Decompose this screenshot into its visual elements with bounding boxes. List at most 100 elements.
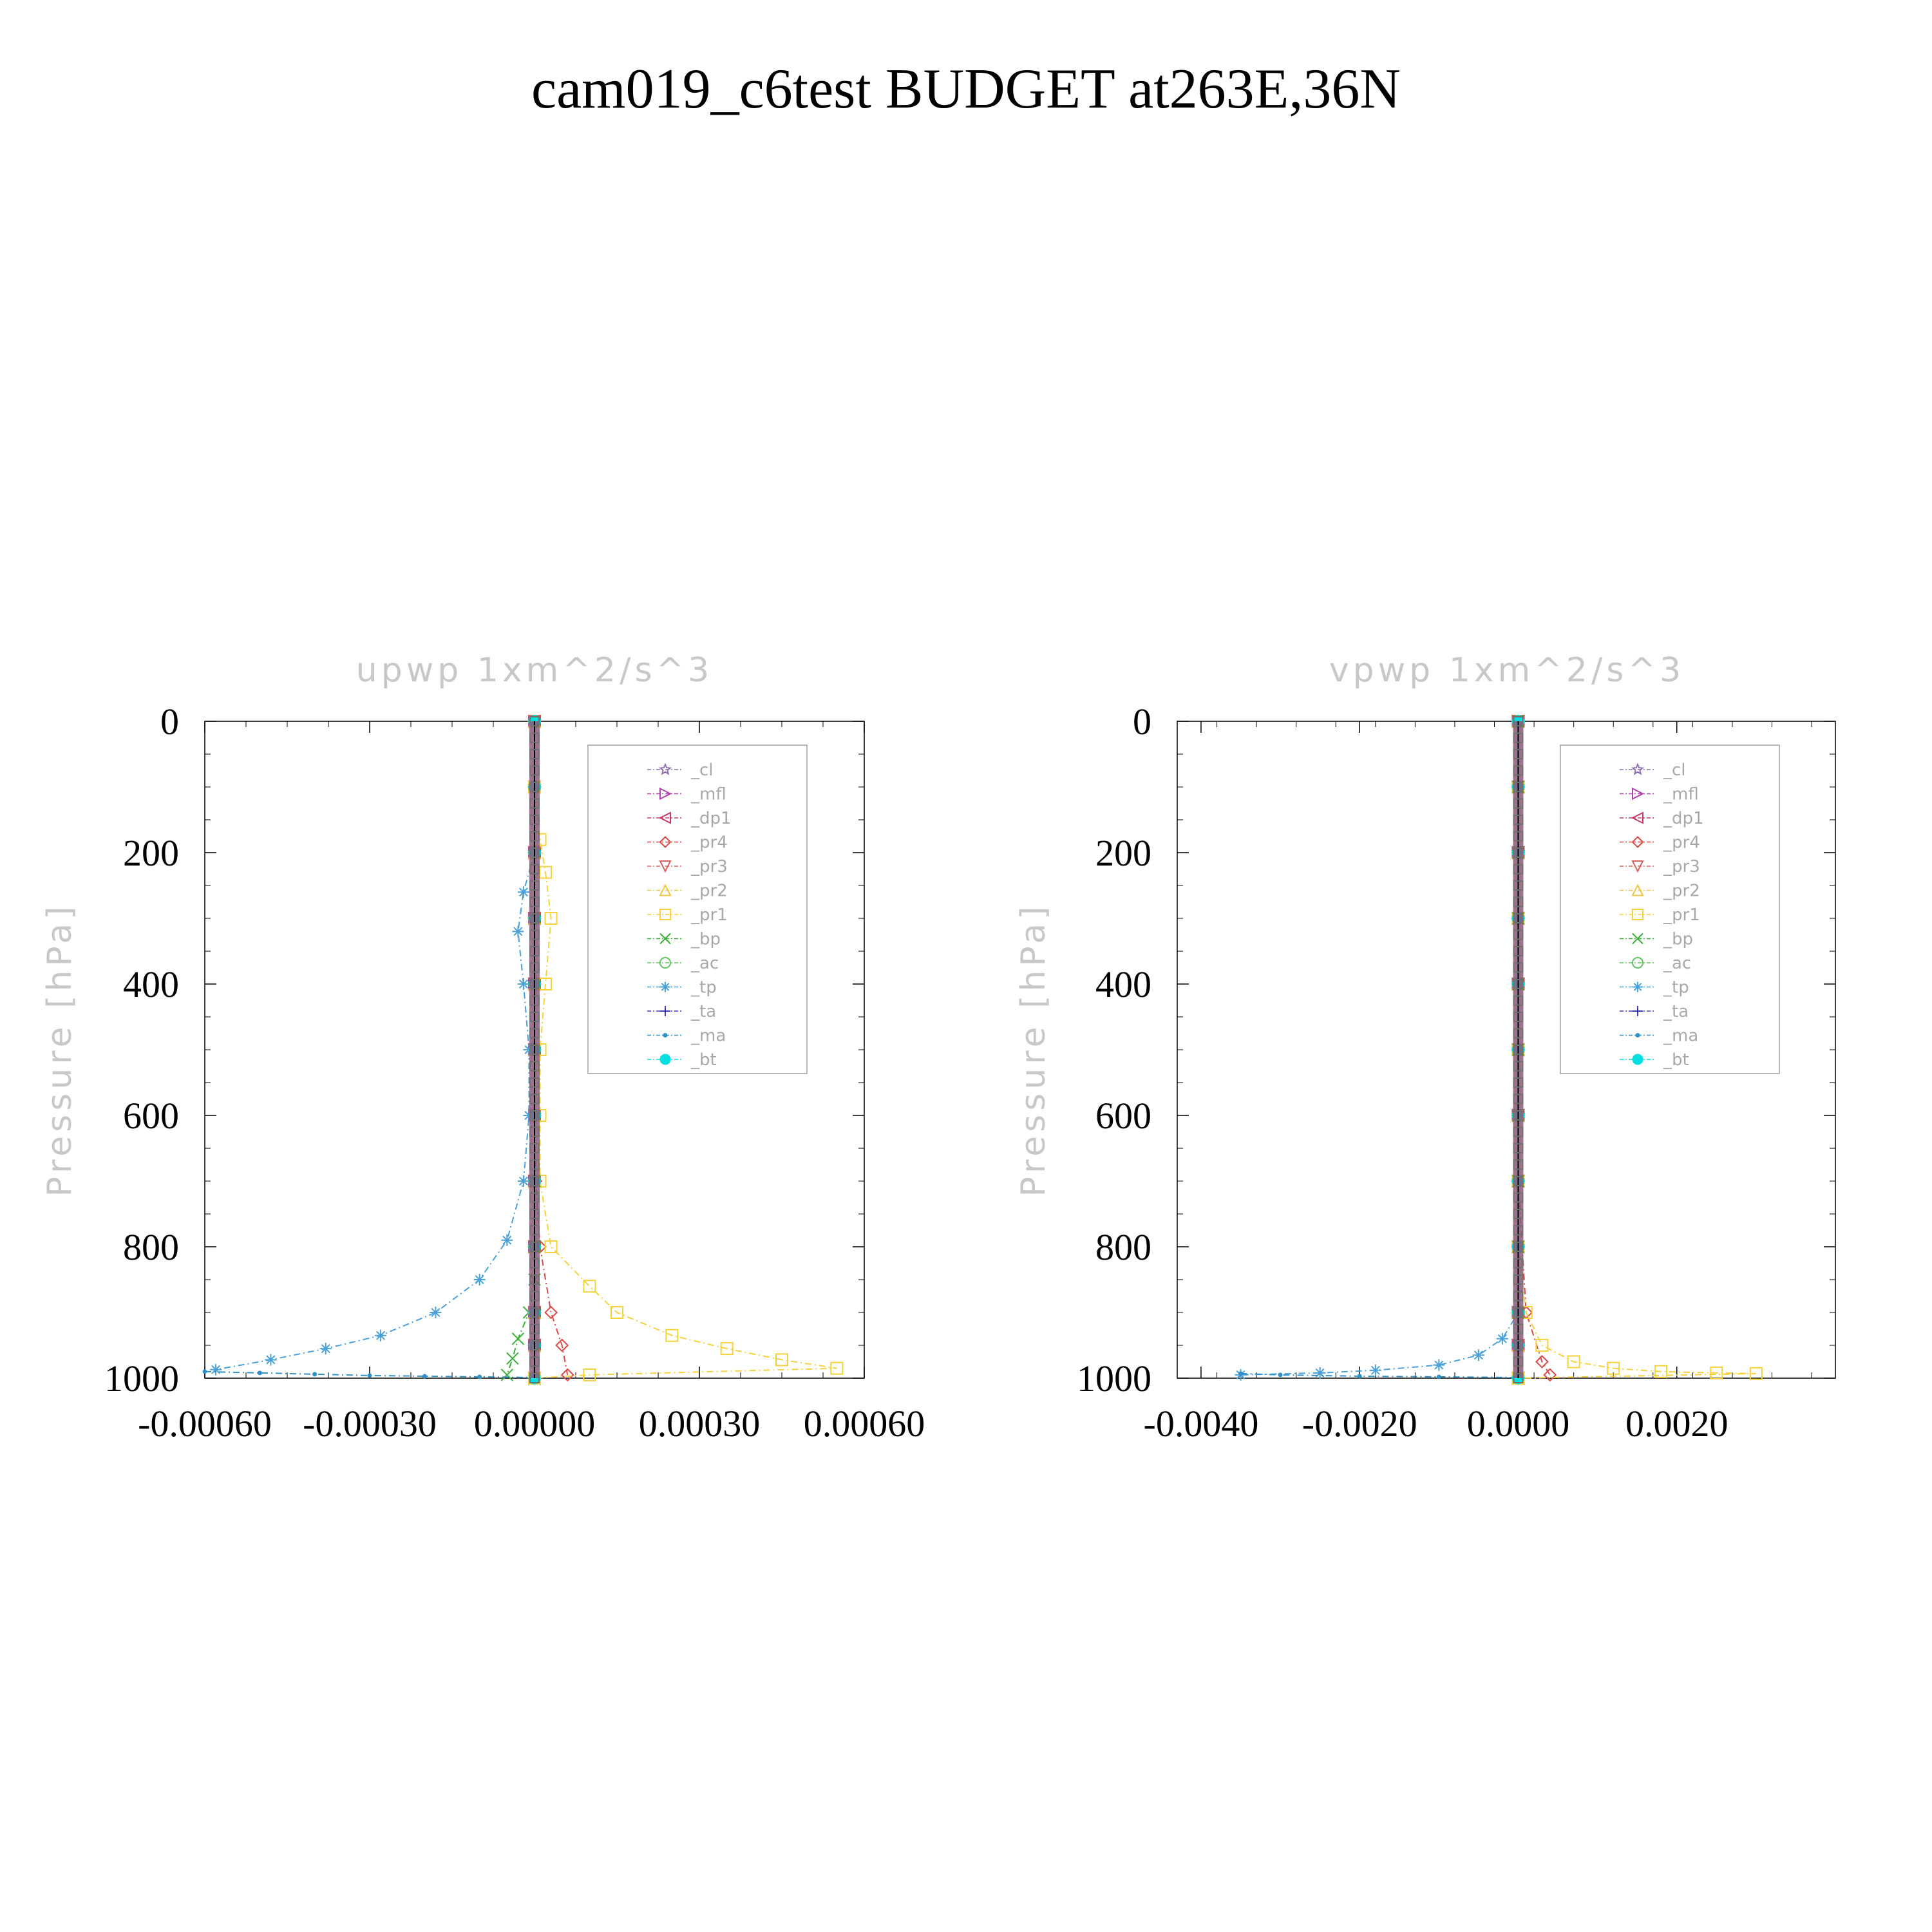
legend: _cl _mfl _dp1 _pr4 _pr3 _pr2 _pr1 _bp _ac _tp _ta _…: [1560, 744, 1780, 1074]
panel-title: upwp 1xm^2/s^3: [356, 651, 713, 690]
zero-marker: [529, 831, 540, 842]
legend-label: _mfl: [690, 785, 726, 804]
zero-marker: [529, 913, 540, 923]
zero-marker: [1513, 1225, 1524, 1236]
zero-marker: [529, 1307, 540, 1318]
zero-marker: [529, 1192, 540, 1203]
zero-marker: [1513, 1356, 1524, 1367]
zero-marker: [529, 1323, 540, 1334]
zero-marker: [1513, 979, 1524, 989]
zero-marker: [529, 1012, 540, 1022]
data-point: [1238, 1371, 1244, 1376]
zero-marker: [1513, 1126, 1524, 1137]
zero-marker: [529, 1225, 540, 1236]
legend-marker: [658, 762, 672, 775]
zero-marker: [1513, 1110, 1524, 1121]
zero-marker: [529, 962, 540, 973]
zero-marker: [1513, 1209, 1524, 1219]
zero-marker: [529, 1291, 540, 1302]
zero-marker: [529, 1373, 540, 1383]
zero-marker: [1513, 831, 1524, 842]
zero-marker: [529, 1028, 540, 1039]
zero-marker: [529, 1143, 540, 1153]
zero-marker: [529, 929, 540, 940]
data-point: [1607, 1361, 1620, 1375]
data-point: [1496, 1332, 1508, 1345]
x-tick-label: -0.0020: [1302, 1403, 1417, 1444]
data-point: [1472, 1349, 1484, 1361]
y-tick-label: 800: [1095, 1226, 1151, 1268]
y-tick-label: 0: [1133, 701, 1151, 743]
zero-marker: [1513, 864, 1524, 875]
legend-label: _cl: [1663, 761, 1686, 780]
series-line: [534, 721, 569, 1376]
data-point: [555, 1338, 569, 1352]
figure-title: cam019_c6test BUDGET at263E,36N: [531, 58, 1401, 120]
data-point: [319, 1343, 332, 1355]
legend-label: _pr2: [1663, 882, 1700, 901]
legend-marker: [1632, 787, 1645, 800]
data-point: [539, 866, 553, 879]
legend-marker: [659, 884, 672, 896]
data-point: [583, 1368, 596, 1381]
legend-marker: [1632, 933, 1643, 945]
y-tick-label: 1000: [1077, 1358, 1151, 1399]
legend-label: _dp1: [690, 809, 732, 828]
legend-label: _ma: [1663, 1027, 1698, 1046]
x-tick-label: 0.00000: [474, 1403, 596, 1444]
data-point: [375, 1329, 387, 1341]
zero-marker: [529, 1274, 540, 1285]
zero-marker: [529, 798, 540, 809]
zero-marker: [1513, 880, 1524, 891]
zero-marker: [529, 848, 540, 858]
zero-marker: [1513, 1028, 1524, 1039]
data-point: [830, 1361, 844, 1375]
legend-label: _tp: [690, 978, 717, 998]
y-tick-label: 600: [1095, 1095, 1151, 1137]
legend: _cl _mfl _dp1 _pr4 _pr3 _pr2 _pr1 _bp _ac _tp _ta _…: [587, 744, 808, 1074]
zero-marker: [1513, 1094, 1524, 1104]
legend-box: [587, 744, 808, 1074]
y-tick-label: 400: [1095, 963, 1151, 1005]
data-point: [501, 1234, 513, 1246]
y-tick-label: 800: [123, 1226, 179, 1268]
zero-marker: [529, 732, 540, 743]
data-point: [1357, 1374, 1362, 1379]
legend-label: _mfl: [1663, 785, 1699, 804]
zero-marker: [1513, 929, 1524, 940]
zero-marker: [1513, 1340, 1524, 1350]
zero-marker: [1513, 1143, 1524, 1153]
zero-marker: [1513, 765, 1524, 776]
zero-marker: [1513, 896, 1524, 907]
panel-title: vpwp 1xm^2/s^3: [1329, 651, 1685, 690]
zero-marker: [1513, 1291, 1524, 1302]
legend-label: _pr2: [690, 882, 728, 901]
legend-marker: [658, 811, 671, 824]
zero-marker: [1513, 1323, 1524, 1334]
legend-label: _ac: [1663, 954, 1691, 973]
y-axis-label: Pressure [hPa]: [41, 903, 79, 1197]
data-point: [430, 1307, 442, 1318]
data-point: [665, 1329, 679, 1342]
x-tick-label: 0.00060: [804, 1403, 925, 1444]
data-point: [1369, 1364, 1381, 1376]
zero-marker: [1513, 1012, 1524, 1022]
zero-marker: [1513, 1242, 1524, 1252]
series-line: [534, 786, 837, 1379]
x-tick-label: 0.00030: [639, 1403, 761, 1444]
zero-marker: [529, 946, 540, 956]
legend-label: _pr1: [690, 905, 728, 925]
zero-marker: [1513, 1307, 1524, 1318]
panel-upwp: upwp 1xm^2/s^3 Pressure [hPa] 0 200 400 600 80…: [41, 651, 925, 1444]
legend-marker: [659, 1054, 671, 1065]
zero-marker: [1513, 1159, 1524, 1170]
data-point: [1314, 1367, 1326, 1379]
data-point: [1433, 1359, 1445, 1371]
legend-marker: [1632, 957, 1643, 969]
legend-marker: [1631, 884, 1644, 896]
series-ma: [202, 1369, 537, 1380]
legend-label: _bp: [1663, 930, 1693, 949]
legend-label: _pr4: [1663, 833, 1700, 853]
zero-marker: [1513, 749, 1524, 759]
